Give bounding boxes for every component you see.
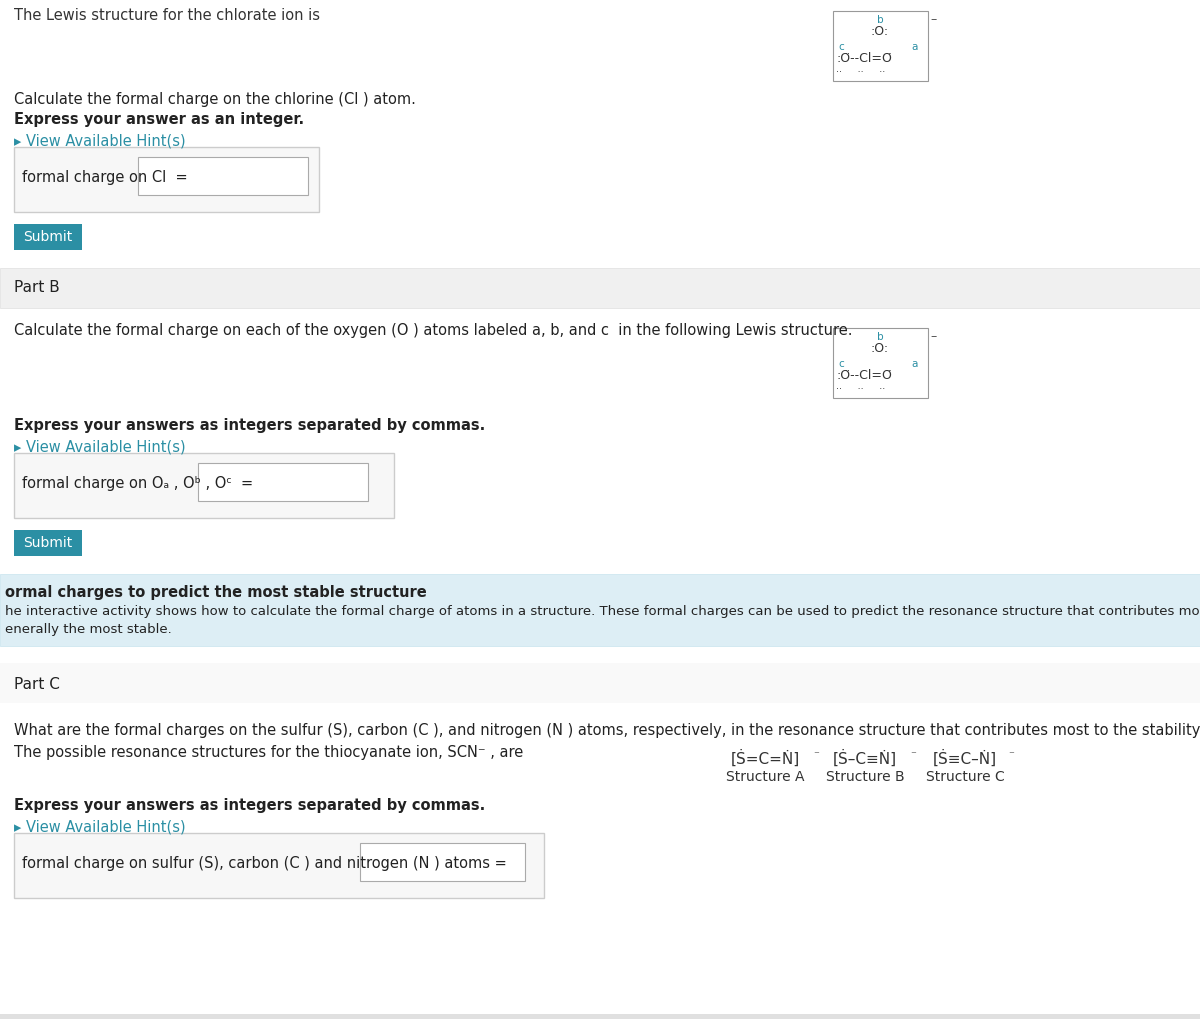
Text: formal charge on Cl  =: formal charge on Cl = bbox=[22, 170, 187, 184]
Bar bbox=[0, 575, 1200, 646]
Text: ⁻: ⁻ bbox=[1008, 749, 1014, 759]
Text: [Ṡ=C=Ṅ]: [Ṡ=C=Ṅ] bbox=[731, 749, 799, 766]
Text: [Ṡ≡C–Ṅ]: [Ṡ≡C–Ṅ] bbox=[932, 749, 997, 766]
Text: a: a bbox=[911, 359, 917, 369]
Bar bbox=[14, 834, 544, 898]
Bar bbox=[0, 663, 1200, 703]
Text: b: b bbox=[877, 15, 883, 25]
Text: a: a bbox=[911, 42, 917, 52]
Text: :Ö--Cl=Ö: :Ö--Cl=Ö bbox=[836, 369, 892, 382]
Text: Structure B: Structure B bbox=[826, 769, 905, 784]
Text: ··     ··     ··: ·· ·· ·· bbox=[836, 67, 886, 76]
Text: Structure C: Structure C bbox=[925, 769, 1004, 784]
Text: ormal charges to predict the most stable structure: ormal charges to predict the most stable… bbox=[5, 585, 427, 599]
Text: ▸ View Available Hint(s): ▸ View Available Hint(s) bbox=[14, 819, 186, 835]
Text: formal charge on Oₐ , Oᵇ , Oᶜ  =: formal charge on Oₐ , Oᵇ , Oᶜ = bbox=[22, 476, 253, 490]
Text: Part C: Part C bbox=[14, 677, 60, 691]
Text: formal charge on sulfur (S), carbon (C ) and nitrogen (N ) atoms =: formal charge on sulfur (S), carbon (C )… bbox=[22, 855, 506, 870]
Text: enerally the most stable.: enerally the most stable. bbox=[5, 623, 172, 636]
Text: The Lewis structure for the chlorate ion is: The Lewis structure for the chlorate ion… bbox=[14, 8, 320, 23]
Bar bbox=[833, 329, 928, 398]
Text: :O:: :O: bbox=[871, 25, 889, 38]
Bar bbox=[138, 158, 308, 196]
Text: ⁻: ⁻ bbox=[814, 749, 818, 759]
Bar bbox=[14, 531, 82, 556]
Text: Calculate the formal charge on the chlorine (Cl ) atom.: Calculate the formal charge on the chlor… bbox=[14, 92, 416, 107]
Text: ▸ View Available Hint(s): ▸ View Available Hint(s) bbox=[14, 133, 186, 149]
Text: c: c bbox=[838, 359, 844, 369]
Text: Calculate the formal charge on each of the oxygen (O ) atoms labeled a, b, and c: Calculate the formal charge on each of t… bbox=[14, 323, 852, 337]
Text: Submit: Submit bbox=[23, 535, 73, 549]
Bar bbox=[0, 269, 1200, 309]
Bar bbox=[14, 225, 82, 251]
Text: Submit: Submit bbox=[23, 229, 73, 244]
Text: ▸ View Available Hint(s): ▸ View Available Hint(s) bbox=[14, 439, 186, 454]
Text: –: – bbox=[930, 13, 936, 25]
Text: What are the formal charges on the sulfur (S), carbon (C ), and nitrogen (N ) at: What are the formal charges on the sulfu… bbox=[14, 722, 1200, 738]
Text: –: – bbox=[930, 330, 936, 342]
Bar bbox=[0, 1014, 1200, 1019]
Text: c: c bbox=[838, 42, 844, 52]
Bar bbox=[14, 148, 319, 213]
Text: Express your answers as integers separated by commas.: Express your answers as integers separat… bbox=[14, 418, 485, 433]
Bar bbox=[360, 843, 526, 881]
Text: [Ṡ–C≡Ṅ]: [Ṡ–C≡Ṅ] bbox=[833, 749, 898, 766]
Bar bbox=[14, 453, 394, 519]
Bar bbox=[198, 464, 368, 501]
Text: :Ö--Cl=Ö: :Ö--Cl=Ö bbox=[836, 52, 892, 65]
Text: The possible resonance structures for the thiocyanate ion, SCN⁻ , are: The possible resonance structures for th… bbox=[14, 744, 523, 759]
Text: he interactive activity shows how to calculate the formal charge of atoms in a s: he interactive activity shows how to cal… bbox=[5, 604, 1200, 618]
Text: Part B: Part B bbox=[14, 280, 60, 294]
Text: Express your answer as an integer.: Express your answer as an integer. bbox=[14, 112, 304, 127]
Text: Express your answers as integers separated by commas.: Express your answers as integers separat… bbox=[14, 797, 485, 812]
Bar bbox=[833, 12, 928, 82]
Text: ⁻: ⁻ bbox=[910, 749, 916, 759]
Text: b: b bbox=[877, 331, 883, 341]
Text: ··     ··     ··: ·· ·· ·· bbox=[836, 383, 886, 393]
Text: :O:: :O: bbox=[871, 341, 889, 355]
Text: Structure A: Structure A bbox=[726, 769, 804, 784]
